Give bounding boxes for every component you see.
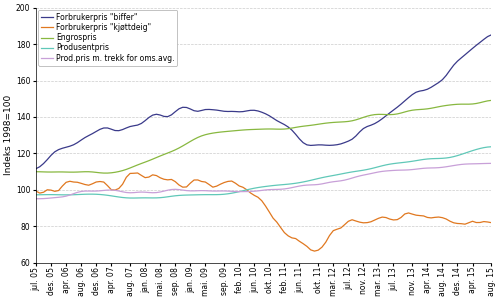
Engrospris [33, 170, 39, 173]
Forbrukerpris "kjøttdeig" [330, 229, 336, 232]
Forbrukerpris "biffer" [138, 122, 144, 125]
Forbrukerpris "kjøttdeig" [312, 249, 318, 253]
Forbrukerpris "kjøttdeig" [481, 220, 487, 224]
Prod.pris m. trekk for oms.avg. [454, 163, 460, 167]
Line: Forbrukerpris "biffer": Forbrukerpris "biffer" [36, 35, 492, 169]
Produsentpris [477, 147, 483, 150]
Forbrukerpris "biffer" [180, 106, 186, 109]
Prod.pris m. trekk for oms.avg. [323, 181, 329, 185]
Engrospris [477, 101, 483, 104]
Forbrukerpris "biffer" [474, 44, 480, 47]
Line: Produsentpris: Produsentpris [36, 147, 492, 198]
Forbrukerpris "kjøttdeig" [134, 171, 140, 175]
Forbrukerpris "kjøttdeig" [184, 185, 190, 189]
Engrospris [488, 99, 494, 102]
Forbrukerpris "biffer" [454, 59, 460, 63]
Produsentpris [184, 193, 190, 197]
Forbrukerpris "kjøttdeig" [462, 222, 468, 226]
Engrospris [104, 171, 110, 175]
Produsentpris [458, 153, 464, 156]
Forbrukerpris "kjøttdeig" [285, 234, 291, 238]
Engrospris [458, 102, 464, 106]
Produsentpris [285, 182, 291, 186]
Prod.pris m. trekk for oms.avg. [33, 197, 39, 200]
Forbrukerpris "kjøttdeig" [142, 176, 148, 179]
Produsentpris [326, 174, 332, 178]
Prod.pris m. trekk for oms.avg. [474, 162, 480, 166]
Y-axis label: Indeks 1998=100: Indeks 1998=100 [4, 95, 13, 175]
Line: Engrospris: Engrospris [36, 100, 492, 173]
Forbrukerpris "biffer" [282, 123, 288, 126]
Forbrukerpris "biffer" [323, 143, 329, 147]
Prod.pris m. trekk for oms.avg. [138, 190, 144, 194]
Prod.pris m. trekk for oms.avg. [180, 188, 186, 192]
Prod.pris m. trekk for oms.avg. [488, 162, 494, 165]
Forbrukerpris "kjøttdeig" [488, 221, 494, 224]
Engrospris [184, 142, 190, 146]
Produsentpris [131, 196, 137, 200]
Engrospris [326, 121, 332, 124]
Forbrukerpris "kjøttdeig" [33, 189, 39, 193]
Forbrukerpris "biffer" [33, 167, 39, 170]
Legend: Forbrukerpris "biffer", Forbrukerpris "kjøttdeig", Engrospris, Produsentpris, Pr: Forbrukerpris "biffer", Forbrukerpris "k… [38, 10, 177, 66]
Line: Forbrukerpris "kjøttdeig": Forbrukerpris "kjøttdeig" [36, 173, 492, 251]
Prod.pris m. trekk for oms.avg. [282, 187, 288, 191]
Produsentpris [33, 193, 39, 196]
Line: Prod.pris m. trekk for oms.avg.: Prod.pris m. trekk for oms.avg. [36, 164, 492, 199]
Forbrukerpris "biffer" [488, 33, 494, 37]
Produsentpris [488, 145, 494, 148]
Engrospris [142, 160, 148, 164]
Engrospris [285, 127, 291, 130]
Produsentpris [142, 196, 148, 200]
